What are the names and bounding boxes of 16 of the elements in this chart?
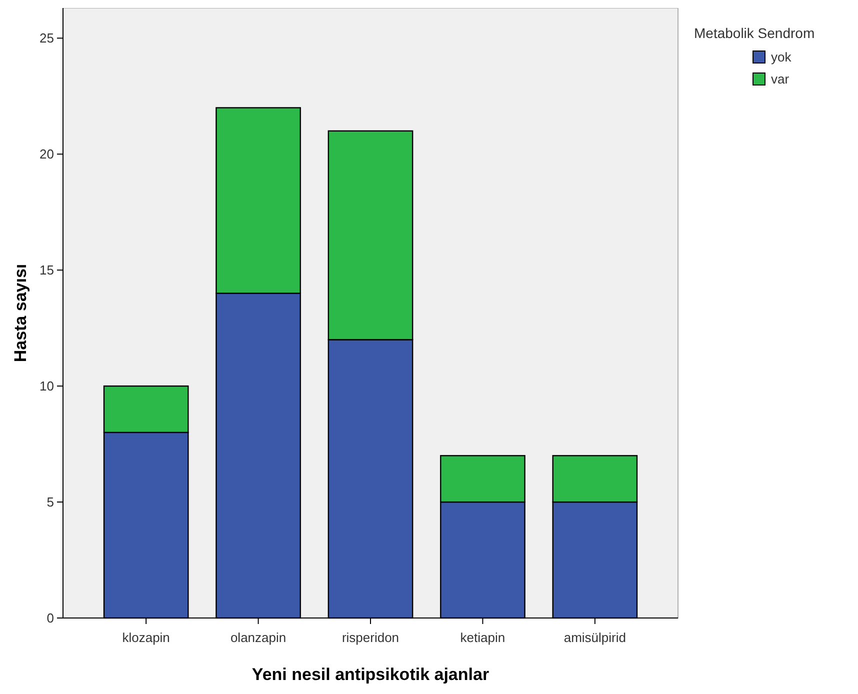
legend-label: var: [771, 72, 790, 87]
x-tick-label: ketiapin: [460, 630, 506, 645]
y-axis-title: Hasta sayısı: [11, 264, 30, 362]
x-tick-label: risperidon: [342, 630, 400, 645]
x-tick-label: olanzapin: [230, 630, 286, 645]
legend-label: yok: [771, 50, 792, 65]
x-axis-title: Yeni nesil antipsikotik ajanlar: [252, 665, 490, 684]
x-tick-label: amisülpirid: [564, 630, 626, 645]
y-tick-label: 20: [40, 146, 54, 162]
x-tick-label: klozapin: [122, 630, 170, 645]
y-tick-label: 10: [40, 378, 54, 394]
legend-title: Metabolik Sendrom: [694, 25, 815, 41]
y-tick-label: 15: [40, 262, 54, 278]
y-tick-label: 25: [40, 30, 54, 46]
y-tick-label: 0: [46, 610, 54, 626]
y-tick-label: 5: [46, 494, 54, 510]
